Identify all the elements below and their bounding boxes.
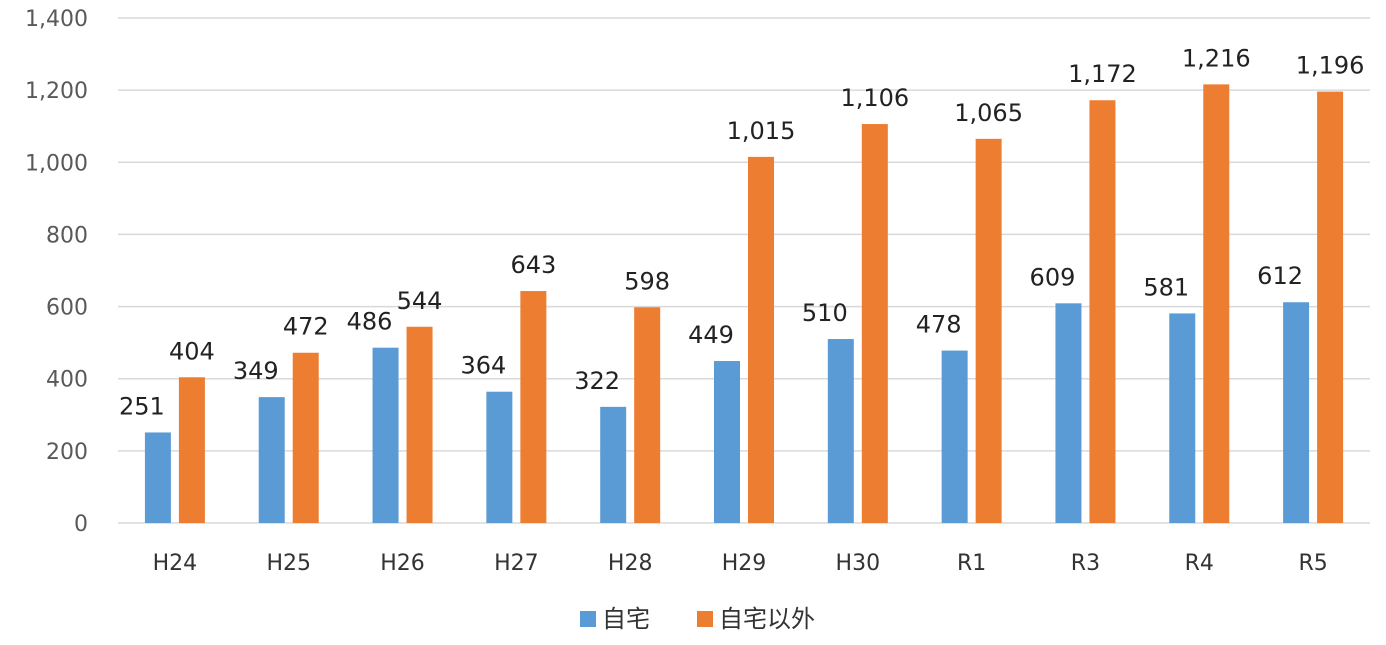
bar-series-1 [486,391,513,523]
data-label: 1,196 [1296,52,1365,80]
bar-series-1 [714,361,740,523]
data-label: 643 [510,251,556,279]
data-label: 1,015 [727,117,796,145]
x-tick-label: H26 [380,551,425,576]
data-label: 251 [119,392,165,420]
data-label: 1,216 [1182,44,1251,72]
legend-label: 自宅 [602,605,650,633]
data-label: 612 [1257,262,1303,290]
y-tick-label: 200 [46,440,88,465]
bar-series-1 [372,347,399,523]
y-tick-label: 1,000 [25,151,88,176]
x-tick-label: H28 [608,551,653,576]
bar-series-2 [1203,84,1230,523]
bar-series-1 [258,397,285,523]
data-label: 472 [283,313,329,341]
data-label: 1,065 [954,99,1023,127]
bar-series-2 [292,352,319,523]
x-tick-label: R4 [1185,551,1214,576]
bar-series-2 [634,307,661,523]
data-label: 404 [169,337,215,365]
y-tick-label: 1,200 [25,79,88,104]
bar-series-2 [406,326,433,523]
y-tick-label: 1,400 [25,7,88,32]
data-label: 449 [688,321,734,349]
data-label: 609 [1030,263,1076,291]
y-tick-label: 800 [46,223,88,248]
bar-series-1 [600,406,627,523]
x-tick-label: R1 [957,551,986,576]
bar-series-2 [178,377,205,523]
legend-label: 自宅以外 [719,605,815,633]
x-tick-label: H30 [836,551,881,576]
data-label: 322 [574,367,620,395]
x-tick-label: H27 [494,551,539,576]
x-tick-label: R3 [1071,551,1100,576]
data-label: 598 [624,267,670,295]
bar-series-2 [861,124,888,524]
bar-series-1 [1169,313,1196,523]
data-label: 1,172 [1068,60,1137,88]
y-tick-label: 0 [74,512,88,537]
bar-series-2 [1089,100,1116,523]
bar-series-1 [941,350,968,523]
bar-series-1 [144,432,171,523]
x-tick-label: H29 [722,551,767,576]
bar-series-2 [520,291,547,523]
data-label: 364 [460,352,506,380]
x-tick-label: R5 [1298,551,1327,576]
legend-swatch [697,611,713,627]
data-label: 510 [802,299,848,327]
data-label: 581 [1143,273,1189,301]
data-label: 544 [397,287,443,315]
y-tick-label: 400 [46,368,88,393]
bar-series-1 [1055,303,1082,523]
bar-series-1 [1283,302,1310,523]
bar-series-1 [827,339,854,523]
data-label: 1,106 [840,84,909,112]
data-label: 349 [233,357,279,385]
data-label: 478 [916,311,962,339]
bar-series-2 [975,138,1002,523]
x-tick-label: H25 [266,551,311,576]
y-tick-label: 600 [46,296,88,321]
bar-series-2 [748,156,774,523]
data-label: 486 [347,308,393,336]
bar-series-2 [1317,91,1344,523]
x-tick-label: H24 [153,551,198,576]
legend-swatch [580,611,596,627]
